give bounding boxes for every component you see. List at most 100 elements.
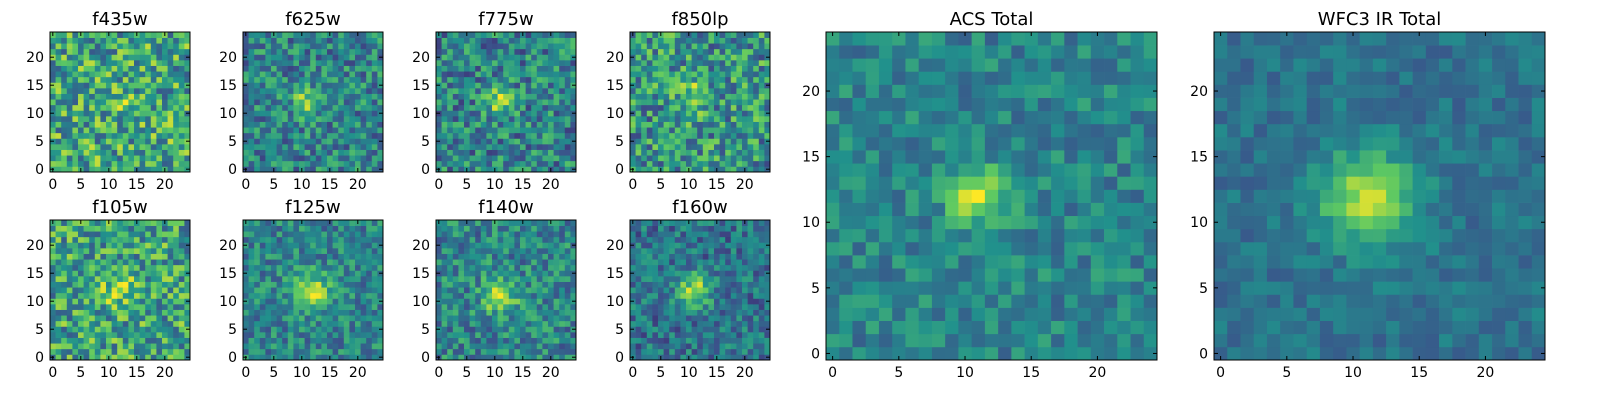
heatmap-cell — [436, 116, 442, 122]
heatmap-cell — [89, 121, 96, 128]
heatmap-cell — [150, 104, 157, 111]
heatmap-cell — [287, 37, 294, 44]
heatmap-cell — [436, 155, 442, 162]
heatmap-cell — [708, 82, 715, 89]
heatmap-cell — [469, 248, 476, 254]
heatmap-cell — [287, 104, 294, 111]
heatmap-cell — [747, 132, 754, 139]
heatmap-cell — [366, 348, 373, 355]
heatmap-cell — [156, 144, 163, 150]
heatmap-cell — [265, 76, 272, 83]
heatmap-cell — [452, 160, 459, 167]
heatmap-cell — [360, 71, 367, 78]
heatmap-cell — [697, 144, 704, 150]
heatmap-cell — [531, 138, 538, 145]
heatmap-cell — [691, 337, 698, 344]
heatmap-cell — [282, 270, 289, 277]
heatmap-cell — [134, 88, 140, 94]
heatmap-cell — [122, 326, 129, 333]
heatmap-cell — [730, 99, 737, 106]
heatmap-cell — [287, 309, 294, 316]
heatmap-cell — [78, 236, 84, 243]
heatmap-cell — [536, 65, 543, 72]
heatmap-cell — [304, 99, 311, 106]
heatmap-cell — [276, 116, 283, 122]
heatmap-cell — [371, 332, 378, 338]
heatmap-cell — [122, 88, 129, 94]
heatmap-cell — [525, 287, 532, 294]
heatmap-cell — [139, 110, 146, 117]
heatmap-cell — [458, 276, 465, 282]
heatmap-cell — [635, 37, 642, 44]
heatmap-cell — [248, 160, 255, 167]
y-tick-label: 10 — [219, 106, 237, 122]
heatmap-cell — [630, 276, 636, 282]
heatmap-cell — [553, 220, 560, 226]
heatmap-cell — [725, 127, 732, 134]
heatmap-cell — [452, 88, 459, 94]
heatmap-cell — [50, 287, 56, 294]
heatmap-cell — [377, 225, 384, 232]
heatmap-cell — [338, 144, 345, 150]
heatmap-cell — [259, 166, 266, 173]
heatmap-cell — [686, 88, 692, 94]
heatmap-cell — [559, 155, 566, 162]
heatmap-cell — [553, 259, 560, 266]
heatmap-cell — [497, 155, 504, 162]
heatmap-cell — [315, 166, 322, 173]
heatmap-cell — [72, 281, 79, 288]
heatmap-cell — [497, 304, 504, 310]
heatmap-cell — [254, 264, 261, 271]
heatmap-cell — [531, 116, 538, 122]
heatmap-cell — [531, 121, 538, 128]
heatmap-cell — [377, 132, 384, 139]
heatmap-cell — [265, 65, 272, 72]
heatmap-cell — [531, 270, 538, 277]
heatmap-cell — [663, 54, 670, 61]
heatmap-cell — [503, 348, 510, 355]
heatmap-cell — [658, 304, 664, 310]
heatmap-cell — [747, 82, 754, 89]
heatmap-cell — [106, 144, 112, 150]
heatmap-cell — [436, 37, 442, 44]
heatmap-cell — [708, 37, 715, 44]
heatmap-cell — [343, 354, 350, 361]
heatmap-cell — [355, 348, 361, 355]
heatmap-cell — [100, 155, 107, 162]
x-tick-label: 15 — [128, 177, 146, 193]
heatmap-cell — [458, 155, 465, 162]
heatmap-cell — [719, 292, 726, 299]
heatmap-cell — [248, 348, 255, 355]
heatmap-cell — [553, 287, 560, 294]
heatmap-cell — [536, 220, 543, 226]
heatmap-cell — [486, 82, 493, 89]
heatmap-cell — [475, 60, 482, 66]
heatmap-cell — [83, 292, 90, 299]
heatmap-cell — [355, 276, 361, 282]
heatmap-cell — [61, 166, 68, 173]
heatmap-cell — [327, 127, 333, 134]
heatmap-cell — [173, 37, 180, 44]
heatmap-cell — [310, 116, 317, 122]
heatmap-cell — [514, 48, 521, 55]
heatmap-cell — [83, 138, 90, 145]
heatmap-cell — [55, 82, 62, 89]
heatmap-cell — [310, 71, 317, 78]
heatmap-cell — [150, 259, 157, 266]
heatmap-cell — [321, 88, 328, 94]
heatmap-cell — [310, 354, 317, 361]
heatmap-cell — [327, 315, 333, 322]
heatmap-cell — [343, 132, 350, 139]
heatmap-cell — [282, 292, 289, 299]
heatmap-cell — [452, 54, 459, 61]
heatmap-cell — [714, 281, 720, 288]
heatmap-cell — [243, 43, 249, 50]
heatmap-cell — [117, 315, 124, 322]
heatmap-cell — [139, 320, 146, 327]
heatmap-cell — [167, 132, 174, 139]
heatmap-cell — [458, 32, 465, 38]
heatmap-cell — [61, 220, 68, 226]
heatmap-cell — [50, 264, 56, 271]
heatmap-cell — [178, 166, 185, 173]
heatmap-cell — [321, 354, 328, 361]
